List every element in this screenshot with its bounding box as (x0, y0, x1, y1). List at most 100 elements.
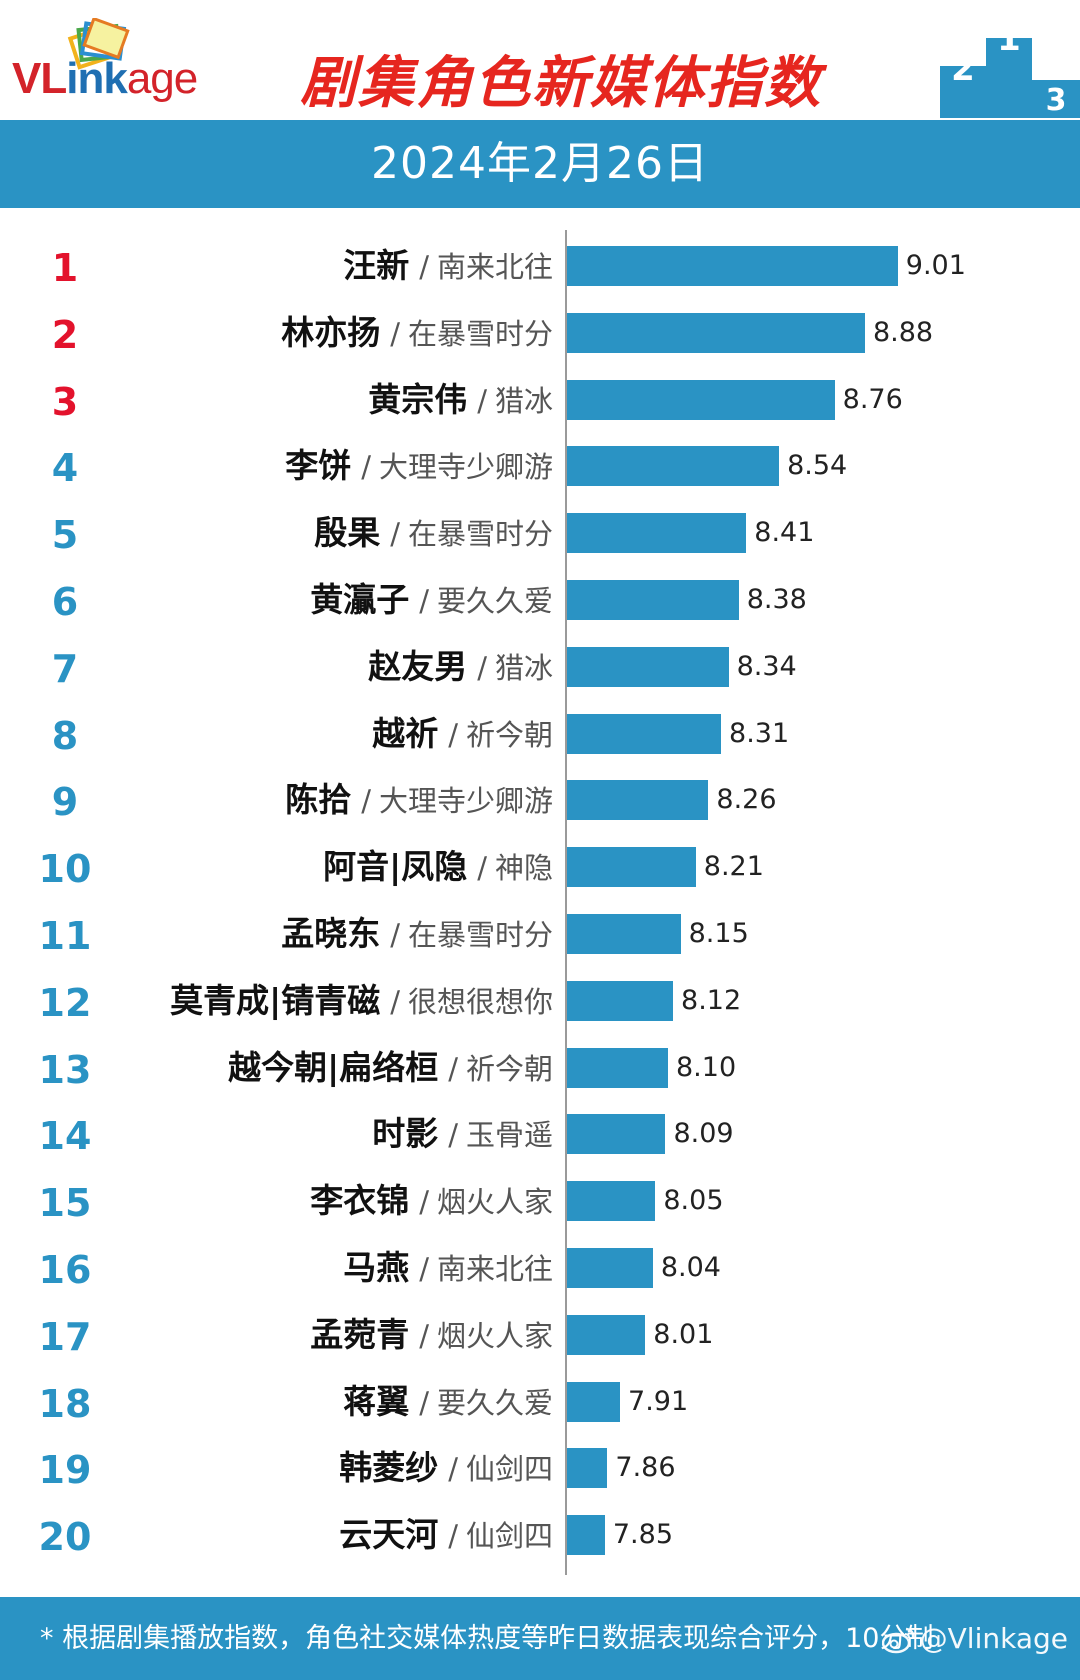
chart-title: 剧集角色新媒体指数 (300, 51, 822, 116)
rank-number: 18 (38, 1381, 92, 1426)
score-value: 8.04 (660, 1252, 721, 1283)
row-label: 时影 / 玉骨遥 (372, 1110, 553, 1158)
watermark: @Vlinkage (881, 1619, 1068, 1659)
rank-number: 8 (51, 713, 79, 758)
ranking-row: 13 越今朝|扁络桓 / 祈今朝 8.10 (0, 1044, 1080, 1092)
score-bar (567, 1248, 653, 1288)
character-name: 越今朝|扁络桓 (228, 1047, 439, 1087)
score-value: 8.26 (716, 784, 777, 816)
character-name: 阿音|凤隐 (323, 847, 468, 887)
ranking-row: 17 孟菀青 / 烟火人家 8.01 (0, 1311, 1080, 1359)
character-name: 林亦扬 (281, 312, 381, 352)
score-value: 8.10 (676, 1051, 737, 1083)
score-bar (567, 1515, 605, 1556)
drama-name: 猎冰 (494, 383, 553, 418)
score-value: 8.05 (663, 1185, 724, 1217)
score-bar (567, 246, 898, 286)
rank-number: 13 (38, 1047, 92, 1092)
score-value: 8.34 (736, 650, 797, 682)
label-separator: / (477, 851, 487, 886)
label-separator: / (477, 650, 487, 685)
label-separator: / (477, 383, 487, 418)
drama-name: 烟火人家 (436, 1318, 553, 1353)
label-separator: / (448, 1519, 458, 1554)
date-banner: 2024年2月26日 (0, 120, 1080, 208)
drama-name: 猎冰 (494, 650, 553, 685)
score-value: 7.85 (612, 1519, 673, 1551)
label-separator: / (448, 717, 458, 752)
score-bar (567, 1448, 608, 1489)
drama-name: 大理寺少卿游 (378, 450, 553, 485)
score-value: 7.86 (615, 1452, 676, 1484)
rank-number: 3 (51, 379, 79, 424)
character-name: 殷果 (314, 513, 381, 553)
character-name: 越祈 (372, 713, 439, 753)
label-separator: / (361, 784, 371, 819)
logo-text-ink: ink (66, 54, 128, 103)
label-separator: / (448, 1051, 458, 1086)
score-value: 7.91 (628, 1385, 689, 1417)
row-label: 越今朝|扁络桓 / 祈今朝 (228, 1044, 553, 1092)
score-bar (567, 379, 835, 420)
score-bar (567, 1047, 668, 1088)
ranking-row: 14 时影 / 玉骨遥 8.09 (0, 1110, 1080, 1158)
logo-text-vl: VL (12, 54, 67, 103)
row-label: 赵友男 / 猎冰 (368, 643, 553, 691)
score-bar (567, 1114, 666, 1155)
footer: * 根据剧集播放指数，角色社交媒体热度等昨日数据表现综合评分，10分制 @Vli… (0, 1597, 1080, 1680)
character-name: 云天河 (339, 1515, 439, 1555)
label-separator: / (419, 1385, 429, 1420)
footnote: * 根据剧集播放指数，角色社交媒体热度等昨日数据表现综合评分，10分制 (40, 1623, 934, 1654)
character-name: 莫青成|锖青磁 (170, 980, 381, 1020)
score-value: 8.09 (673, 1118, 734, 1150)
ranking-row: 3 黄宗伟 / 猎冰 8.76 (0, 376, 1080, 424)
podium-label-2: 2 (951, 49, 975, 89)
row-label: 林亦扬 / 在暴雪时分 (281, 309, 553, 357)
row-label: 阿音|凤隐 / 神隐 (323, 843, 553, 891)
score-value: 8.21 (703, 851, 764, 883)
colorful-frames-icon (67, 18, 130, 70)
row-label: 莫青成|锖青磁 / 很想很想你 (170, 977, 553, 1025)
rank-number: 4 (51, 446, 79, 491)
row-label: 殷果 / 在暴雪时分 (314, 509, 553, 557)
label-separator: / (419, 1252, 429, 1286)
rank-number: 12 (38, 980, 92, 1025)
score-bar (567, 312, 865, 353)
logo-text: VLinkage (12, 54, 198, 104)
podium-icon: 2 1 3 (940, 19, 1080, 118)
drama-name: 在暴雪时分 (407, 517, 553, 552)
drama-name: 仙剑四 (465, 1519, 553, 1554)
row-label: 蒋翼 / 要久久爱 (343, 1378, 553, 1426)
row-label: 孟菀青 / 烟火人家 (310, 1311, 553, 1359)
drama-name: 祈今朝 (465, 717, 553, 752)
rank-number: 5 (51, 513, 79, 558)
drama-name: 在暴雪时分 (407, 918, 553, 952)
drama-name: 很想很想你 (407, 984, 553, 1019)
rank-number: 9 (51, 780, 79, 825)
character-name: 马燕 (343, 1248, 410, 1287)
rank-number: 7 (51, 646, 79, 691)
rank-number: 10 (38, 847, 92, 892)
rank-number: 11 (38, 914, 92, 958)
drama-name: 大理寺少卿游 (378, 784, 553, 819)
label-separator: / (390, 918, 400, 952)
character-name: 蒋翼 (343, 1381, 410, 1421)
ranking-row: 18 蒋翼 / 要久久爱 7.91 (0, 1378, 1080, 1426)
ranking-row: 7 赵友男 / 猎冰 8.34 (0, 643, 1080, 691)
ranking-row: 6 黄灜子 / 要久久爱 8.38 (0, 576, 1080, 624)
rank-number: 15 (38, 1181, 92, 1226)
score-bar (567, 914, 681, 954)
label-separator: / (448, 1452, 458, 1487)
score-value: 8.15 (688, 918, 749, 949)
rank-number: 19 (38, 1448, 92, 1493)
character-name: 孟菀青 (310, 1314, 410, 1354)
character-name: 汪新 (343, 246, 410, 285)
score-bar (567, 580, 739, 620)
chart-axis-line (565, 230, 567, 1575)
label-separator: / (390, 984, 400, 1019)
row-label: 李衣锦 / 烟火人家 (310, 1177, 553, 1225)
ranking-row: 15 李衣锦 / 烟火人家 8.05 (0, 1177, 1080, 1225)
score-value: 9.01 (905, 250, 966, 281)
ranking-row: 1 汪新 / 南来北往 9.01 (0, 242, 1080, 290)
score-value: 8.88 (872, 316, 934, 348)
